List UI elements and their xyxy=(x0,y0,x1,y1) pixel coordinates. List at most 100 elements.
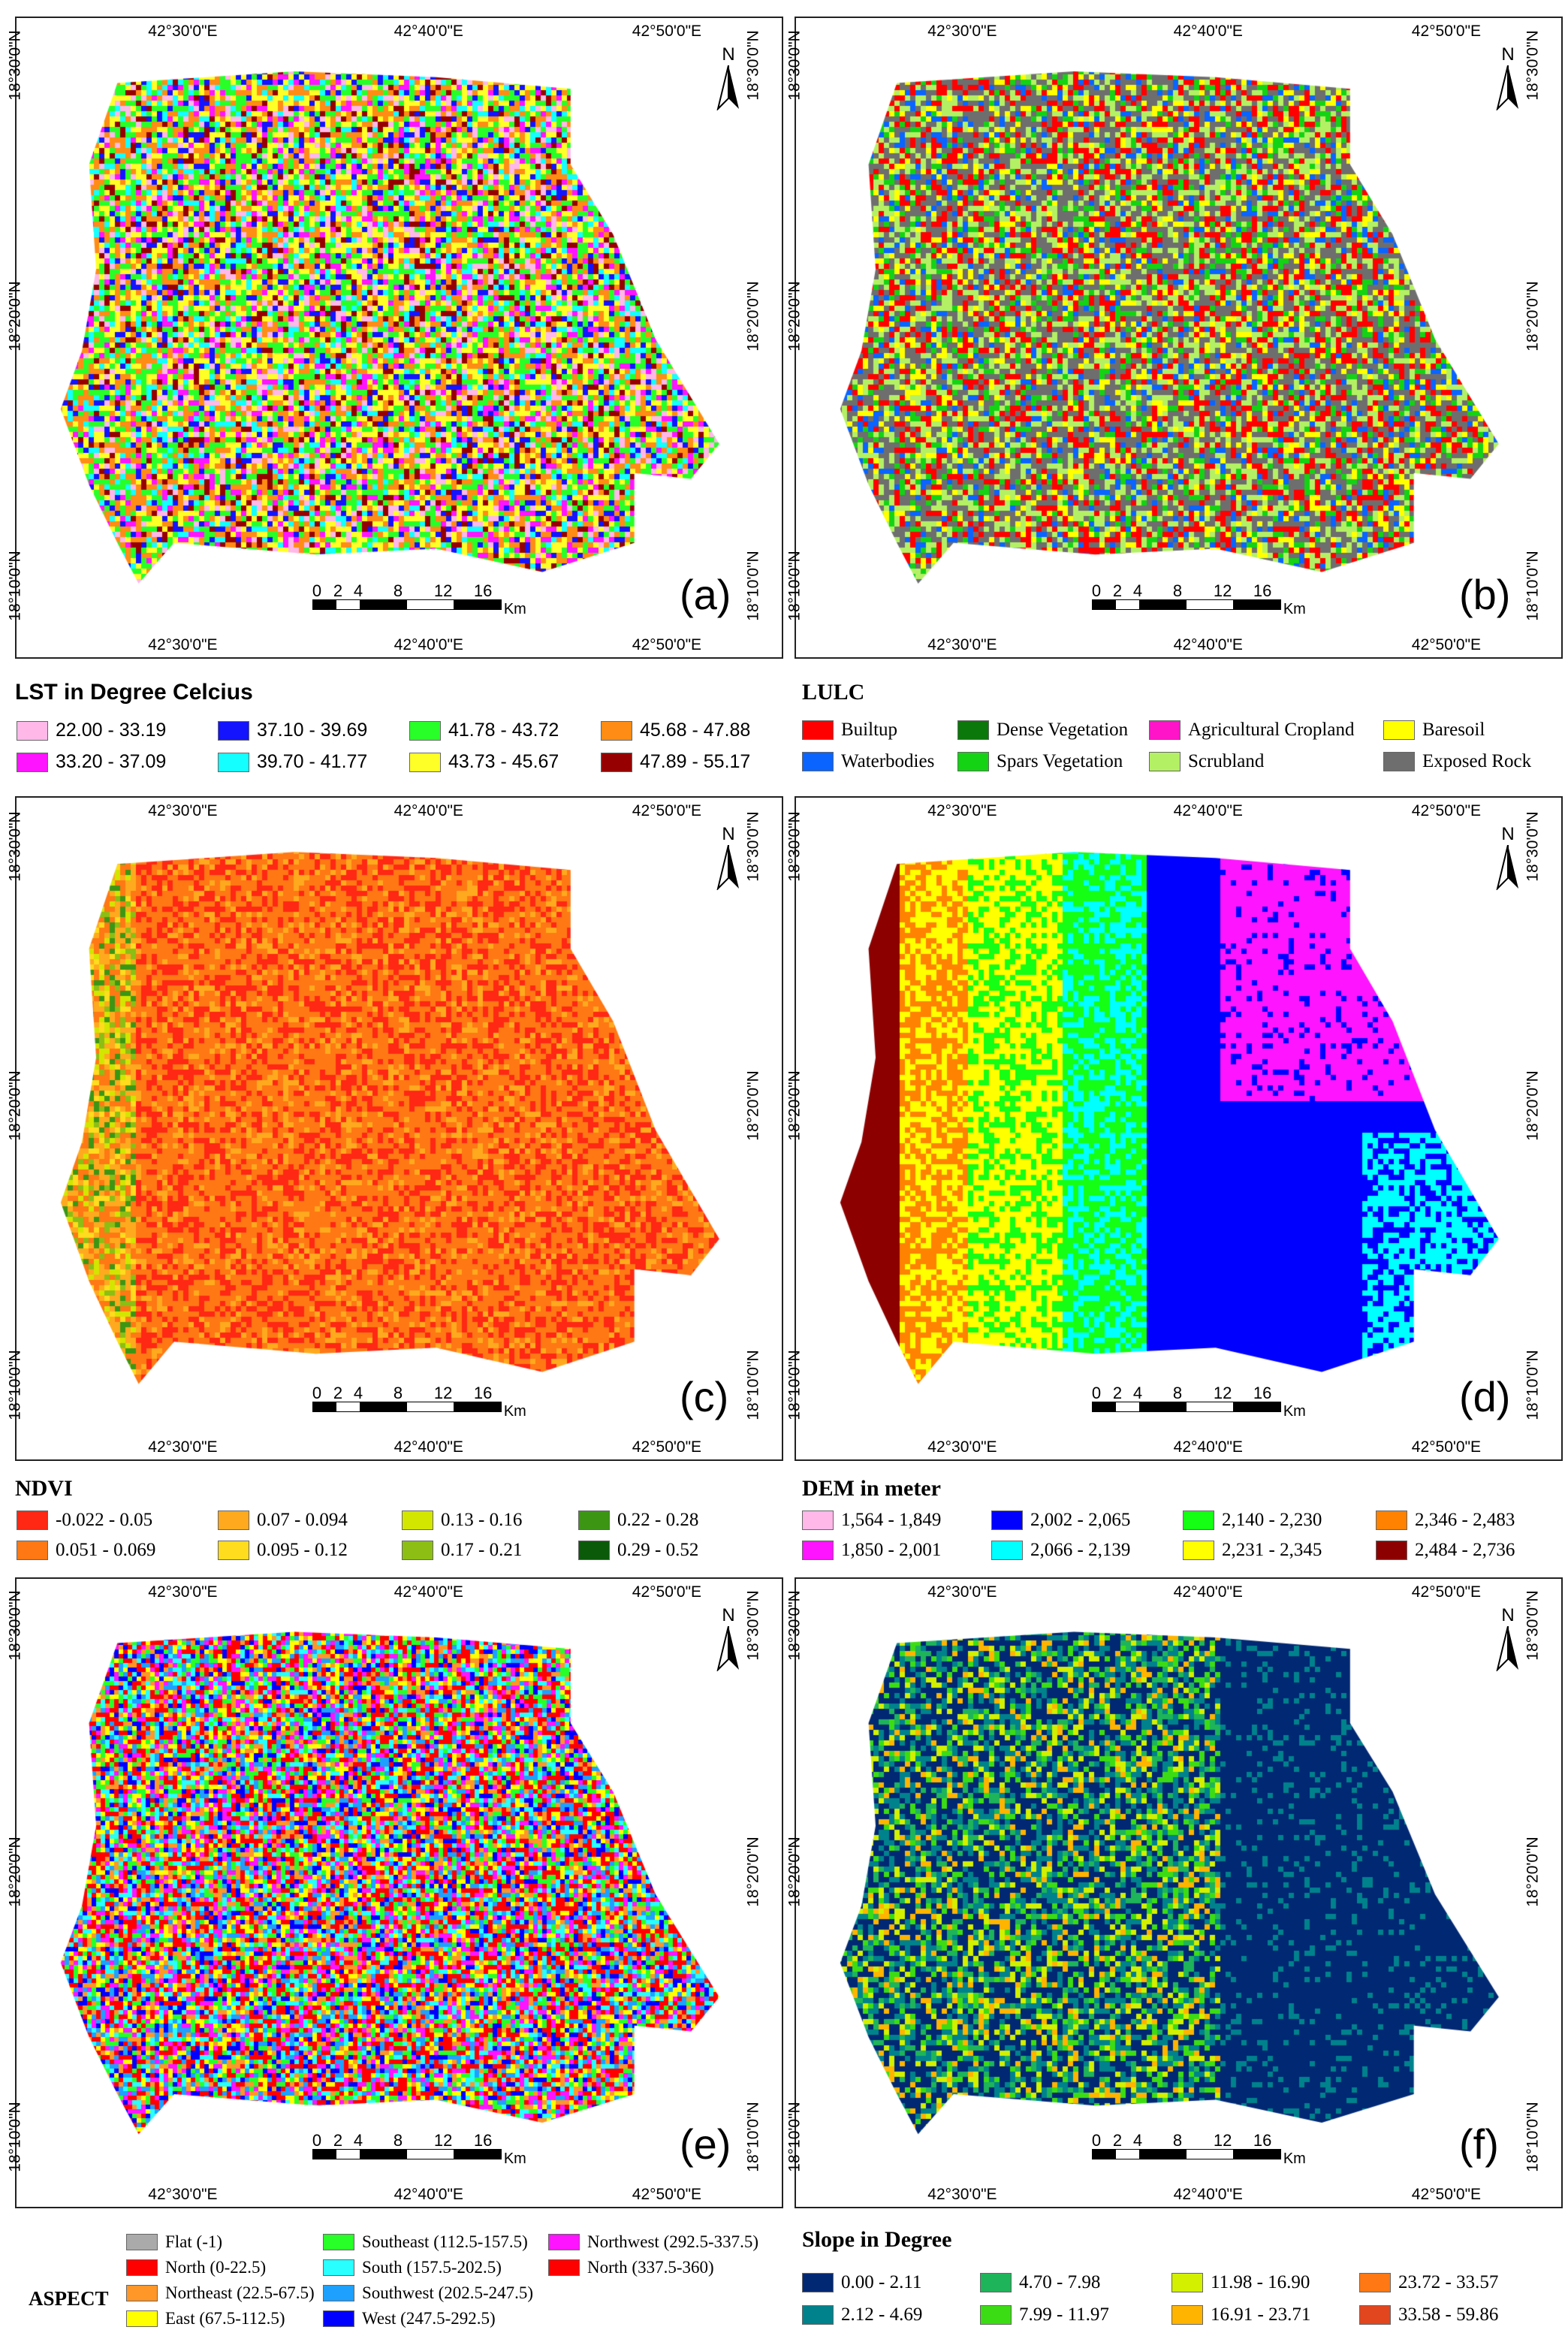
legend-swatch xyxy=(601,752,632,772)
x-tick-label: 42°40'0"E xyxy=(394,636,463,653)
legend-swatch xyxy=(980,2273,1012,2292)
legend-item: 0.051 - 0.069 xyxy=(17,1540,155,1561)
y-tick-label: 18°30'0"N xyxy=(786,30,804,101)
scale-mark: 16 xyxy=(473,1384,493,1402)
map-panel: 42°30'0"E 42°30'0"E 42°40'0"E 42°40'0"E 42°5… xyxy=(786,17,1563,659)
legend-item: 7.99 - 11.97 xyxy=(980,2304,1109,2325)
legend-swatch xyxy=(1383,752,1415,771)
y-tick-label: 18°10'0"N xyxy=(786,2102,804,2172)
legend-swatch xyxy=(409,752,441,772)
scale-mark: 0 xyxy=(1091,581,1102,600)
y-tick-label: 18°20'0"N xyxy=(6,1837,24,1907)
legend-swatch xyxy=(17,1511,48,1530)
x-tick-label: 42°30'0"E xyxy=(148,2186,218,2203)
scale-mark: 4 xyxy=(353,2131,363,2150)
north-arrow-icon: N xyxy=(713,44,743,112)
legend-item: 4.70 - 7.98 xyxy=(980,2272,1100,2293)
scale-unit: Km xyxy=(1283,1403,1306,1420)
legend-item: 0.29 - 0.52 xyxy=(578,1540,698,1561)
scale-mark: 2 xyxy=(1112,2131,1123,2150)
legend-item: 39.70 - 41.77 xyxy=(218,751,367,773)
legend-item: 37.10 - 39.69 xyxy=(218,720,367,741)
legend-swatch xyxy=(1183,1541,1214,1560)
y-tick-label: 18°20'0"N xyxy=(6,281,24,352)
legend-item: Builtup xyxy=(802,720,897,741)
legend-swatch xyxy=(1359,2305,1391,2325)
legend-item: 2.12 - 4.69 xyxy=(802,2304,922,2325)
x-tick-label: 42°30'0"E xyxy=(148,1438,218,1456)
scale-mark: 2 xyxy=(333,2131,343,2150)
x-tick-label: 42°30'0"E xyxy=(927,636,997,653)
x-tick-label: 42°30'0"E xyxy=(927,23,997,40)
legend-swatch xyxy=(578,1541,610,1560)
panel-label: (a) xyxy=(680,571,731,618)
legend-swatch xyxy=(1171,2273,1203,2292)
y-tick-label: 18°30'0"N xyxy=(786,811,804,882)
scale-mark: 16 xyxy=(1253,581,1272,600)
scale-mark: 12 xyxy=(433,2131,453,2150)
legend-swatch xyxy=(126,2259,158,2276)
legend-item: Southeast (112.5-157.5) xyxy=(323,2232,528,2252)
legend-swatch xyxy=(126,2310,158,2327)
legend-swatch xyxy=(1359,2273,1391,2292)
legend-item: Spars Vegetation xyxy=(957,751,1123,772)
legend-item: 0.07 - 0.094 xyxy=(218,1510,348,1531)
y-tick-label: 18°30'0"N xyxy=(6,1590,24,1661)
y-tick-label: 18°10'0"N xyxy=(786,1350,804,1420)
aspect-legend-title: ASPECT xyxy=(29,2287,109,2310)
legend-item: 2,002 - 2,065 xyxy=(991,1510,1130,1531)
map-raster xyxy=(826,48,1534,630)
scale-mark: 4 xyxy=(353,1384,363,1402)
ndvi-legend-title: NDVI xyxy=(15,1476,73,1501)
map-panel: 42°30'0"E 42°30'0"E 42°40'0"E 42°40'0"E 42°5… xyxy=(7,796,783,1461)
legend-swatch xyxy=(802,2273,834,2292)
panel-label: (d) xyxy=(1459,1373,1511,1420)
y-tick-label: 18°20'0"N xyxy=(786,1070,804,1141)
x-tick-label: 42°50'0"E xyxy=(1411,636,1482,653)
legend-swatch xyxy=(802,720,834,740)
legend-swatch xyxy=(802,752,834,771)
y-tick-label: 18°20'0"N xyxy=(786,1837,804,1907)
scale-mark: 12 xyxy=(433,1384,453,1402)
legend-swatch xyxy=(1149,752,1181,771)
scale-mark: 0 xyxy=(312,1384,322,1402)
north-arrow-icon: N xyxy=(713,1605,743,1673)
legend-swatch xyxy=(1383,720,1415,740)
north-arrow-icon: N xyxy=(1493,44,1523,112)
legend-item: West (247.5-292.5) xyxy=(323,2309,496,2328)
legend-swatch xyxy=(548,2259,580,2276)
legend-swatch xyxy=(218,1541,249,1560)
legend-item: 0.13 - 0.16 xyxy=(402,1510,522,1531)
legend-item: -0.022 - 0.05 xyxy=(17,1510,152,1531)
scale-unit: Km xyxy=(503,2150,526,2167)
scale-mark: 16 xyxy=(1253,2131,1272,2150)
legend-swatch xyxy=(957,720,989,740)
legend-item: Northeast (22.5-67.5) xyxy=(126,2283,315,2303)
legend-item: Flat (-1) xyxy=(126,2232,222,2252)
y-tick-label: 18°10'0"N xyxy=(786,551,804,621)
legend-item: Waterbodies xyxy=(802,751,934,772)
x-tick-label: 42°50'0"E xyxy=(632,2186,702,2203)
legend-item: North (0-22.5) xyxy=(126,2258,266,2277)
x-tick-label: 42°30'0"E xyxy=(148,636,218,653)
x-tick-label: 42°30'0"E xyxy=(148,23,218,40)
scale-mark: 8 xyxy=(1172,2131,1183,2150)
legend-item: 11.98 - 16.90 xyxy=(1171,2272,1310,2293)
scale-mark: 4 xyxy=(1132,581,1143,600)
legend-swatch xyxy=(17,1541,48,1560)
x-tick-label: 42°50'0"E xyxy=(632,802,702,819)
scale-mark: 0 xyxy=(1091,1384,1102,1402)
legend-swatch xyxy=(323,2234,354,2250)
lulc-legend-title: LULC xyxy=(802,680,865,705)
legend-item: Exposed Rock xyxy=(1383,751,1531,772)
map-panel: 42°30'0"E 42°30'0"E 42°40'0"E 42°40'0"E 42°5… xyxy=(7,17,783,659)
panel-label: (b) xyxy=(1459,571,1511,618)
north-label: N xyxy=(722,44,735,65)
legend-item: 0.17 - 0.21 xyxy=(402,1540,522,1561)
x-tick-label: 42°40'0"E xyxy=(394,23,463,40)
panel-label: (e) xyxy=(680,2120,731,2168)
north-label: N xyxy=(1501,44,1515,65)
legend-swatch xyxy=(402,1541,433,1560)
y-tick-label: 18°10'0"N xyxy=(6,551,24,621)
x-tick-label: 42°40'0"E xyxy=(394,1438,463,1456)
